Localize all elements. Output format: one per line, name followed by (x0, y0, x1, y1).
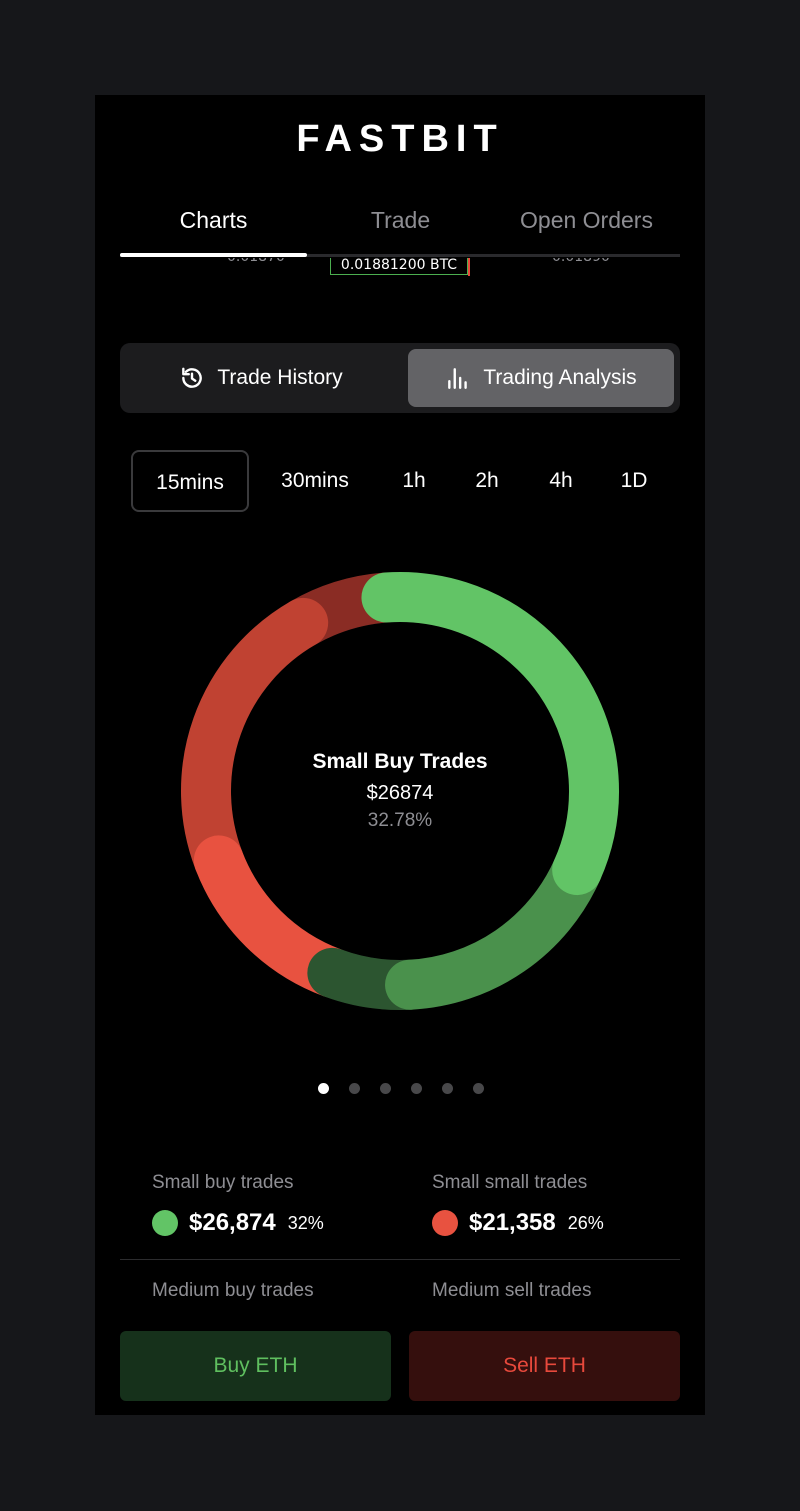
page-dot[interactable] (349, 1083, 360, 1094)
stat-small-sell: Small small trades $21,358 26% (432, 1171, 604, 1237)
price-marker (468, 258, 470, 276)
app-logo: FASTBIT (296, 118, 504, 160)
price-ticker: 0.01870 0.01881200 BTC 0.01890 (120, 258, 680, 280)
stat-label: Small buy trades (152, 1172, 294, 1193)
page-dot[interactable] (473, 1083, 484, 1094)
trading-analysis-button[interactable]: Trading Analysis (408, 349, 674, 407)
page-dot[interactable] (380, 1083, 391, 1094)
time-range-2h[interactable]: 2h (475, 469, 499, 492)
history-icon (182, 367, 203, 388)
stat-percent: 32% (287, 1212, 324, 1233)
stats-divider (120, 1259, 680, 1260)
stat-medium-buy: Medium buy trades (152, 1279, 314, 1303)
donut-center-value: $26874 (366, 782, 434, 804)
time-range-selector: 15mins 30mins 1h 2h 4h 1D (131, 450, 671, 514)
trade-distribution-donut (180, 571, 619, 1010)
page-dot[interactable] (411, 1083, 422, 1094)
time-range-4h[interactable]: 4h (549, 469, 573, 492)
page-dot[interactable] (442, 1083, 453, 1094)
current-price-box: 0.01881200 BTC (330, 258, 468, 275)
stat-value: $21,358 (469, 1209, 556, 1236)
stat-label: Medium sell trades (432, 1280, 592, 1301)
trade-history-button[interactable]: Trade History (126, 349, 396, 407)
active-tab-indicator (120, 253, 307, 257)
stat-small-buy: Small buy trades $26,874 32% (152, 1171, 324, 1237)
stat-value: $26,874 (189, 1209, 276, 1236)
stat-percent: 26% (567, 1212, 604, 1233)
time-range-1h[interactable]: 1h (402, 469, 426, 492)
tab-open-orders[interactable]: Open Orders (520, 207, 653, 233)
sell-color-dot (432, 1210, 458, 1236)
time-range-30mins[interactable]: 30mins (281, 469, 349, 492)
time-range-1d[interactable]: 1D (620, 469, 648, 492)
stat-label: Small small trades (432, 1172, 588, 1193)
trading-analysis-label: Trading Analysis (483, 366, 637, 389)
page-dot[interactable] (318, 1083, 329, 1094)
donut-slice-1[interactable] (181, 571, 619, 1010)
tab-track (120, 254, 680, 257)
stat-label: Medium buy trades (152, 1280, 314, 1301)
time-range-15mins[interactable]: 15mins (131, 450, 249, 512)
bar-chart-icon (448, 368, 468, 389)
donut-center-percent: 32.78% (367, 810, 433, 831)
donut-center-summary: Small Buy Trades $26874 32.78% (178, 748, 622, 834)
trade-history-label: Trade History (217, 366, 343, 389)
view-switcher: Trade History Trading Analysis (120, 343, 680, 413)
buy-color-dot (152, 1210, 178, 1236)
sell-eth-button[interactable]: Sell ETH (409, 1331, 680, 1401)
donut-center-title: Small Buy Trades (312, 750, 488, 773)
main-tabs: Charts Trade Open Orders (120, 200, 680, 258)
ticker-right-price: 0.01890 (552, 258, 610, 265)
buy-eth-button[interactable]: Buy ETH (120, 1331, 391, 1401)
page-indicator (316, 1083, 496, 1097)
tab-charts[interactable]: Charts (179, 207, 248, 233)
tab-trade[interactable]: Trade (370, 207, 431, 233)
ticker-left-price: 0.01870 (227, 258, 285, 265)
stat-medium-sell: Medium sell trades (432, 1279, 591, 1303)
